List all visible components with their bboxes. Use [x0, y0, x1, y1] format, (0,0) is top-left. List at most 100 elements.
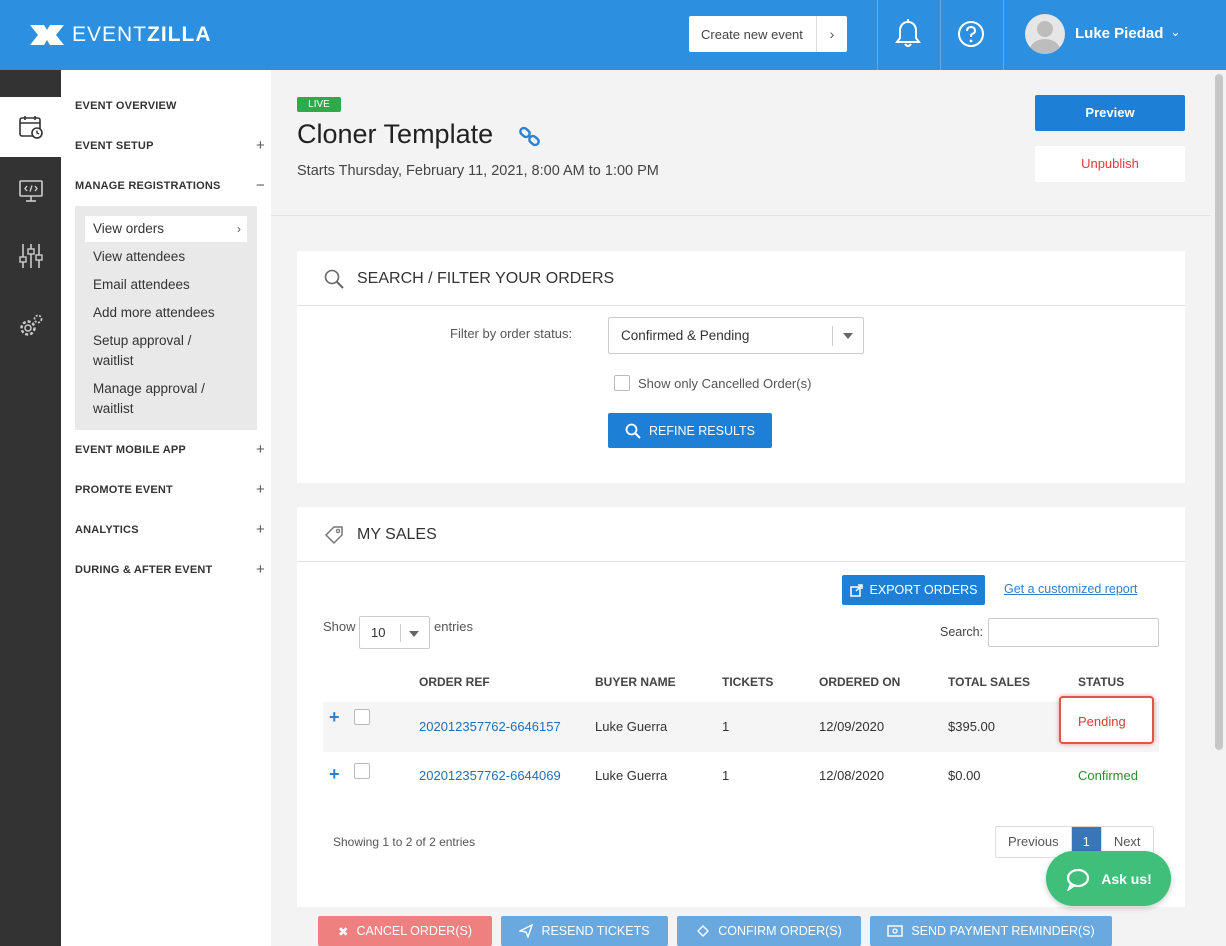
column-header-status[interactable]: STATUS: [1078, 675, 1125, 689]
calendar-icon: [18, 116, 43, 139]
preview-button[interactable]: Preview: [1035, 95, 1185, 131]
rail-item-events[interactable]: [0, 97, 61, 157]
plus-icon: +: [256, 521, 265, 538]
event-date: Starts Thursday, February 11, 2021, 8:00…: [297, 163, 659, 179]
caret-down-icon: [843, 333, 853, 339]
manage-registrations-submenu: View orders › View attendees Email attend…: [75, 206, 257, 430]
column-header-tickets[interactable]: TICKETS: [722, 675, 774, 689]
page-scrollbar[interactable]: [1212, 70, 1226, 946]
nav-during-after-event[interactable]: DURING & AFTER EVENT +: [75, 561, 265, 578]
cancel-orders-button[interactable]: ✖ CANCEL ORDER(S): [318, 916, 492, 946]
cancelled-orders-label: Show only Cancelled Order(s): [638, 376, 812, 391]
ordered-on: 12/09/2020: [819, 719, 885, 734]
divider: [877, 0, 878, 70]
confirm-orders-button[interactable]: CONFIRM ORDER(S): [677, 916, 861, 946]
expand-icon[interactable]: +: [329, 707, 340, 727]
nav-event-overview[interactable]: EVENT OVERVIEW: [75, 100, 177, 112]
sidebar-item-setup-approval[interactable]: Setup approval / waitlist: [93, 333, 192, 368]
entries-select[interactable]: 10: [359, 616, 430, 649]
search-icon: [324, 269, 344, 289]
plus-icon: +: [256, 137, 265, 154]
money-icon: [887, 925, 904, 937]
scrollbar-thumb[interactable]: [1215, 74, 1223, 750]
filter-status-label: Filter by order status:: [450, 326, 573, 341]
ask-us-chat-button[interactable]: Ask us!: [1046, 851, 1171, 906]
order-ref-link[interactable]: 202012357762-6646157: [419, 719, 561, 734]
unpublish-button[interactable]: Unpublish: [1035, 146, 1185, 182]
create-new-event-label: Create new event: [701, 26, 803, 42]
sidebar-item-manage-approval[interactable]: Manage approval / waitlist: [93, 381, 205, 416]
total-sales: $395.00: [948, 719, 995, 734]
customized-report-link[interactable]: Get a customized report: [1004, 582, 1138, 596]
tickets-count: 1: [722, 768, 730, 783]
column-header-buyer-name[interactable]: BUYER NAME: [595, 675, 676, 689]
search-label: Search:: [940, 625, 984, 639]
cancelled-orders-checkbox[interactable]: [614, 375, 630, 391]
entries-info: Showing 1 to 2 of 2 entries: [333, 835, 476, 849]
page-title: Cloner Template: [297, 119, 494, 149]
order-status-select[interactable]: Confirmed & Pending: [608, 317, 864, 354]
refine-results-button[interactable]: REFINE RESULTS: [608, 413, 772, 448]
nav-event-mobile-app[interactable]: EVENT MOBILE APP +: [75, 441, 265, 458]
chevron-right-icon: ›: [816, 16, 847, 52]
logo-mark-icon: [30, 25, 64, 45]
export-orders-button[interactable]: EXPORT ORDERS: [842, 575, 985, 605]
eventzilla-logo[interactable]: EVENTZILLA: [30, 22, 212, 48]
help-icon[interactable]: [957, 20, 985, 48]
ticket-icon: [697, 925, 710, 937]
table-row: + 202012357762-6644069 Luke Guerra 1 12/…: [323, 752, 1159, 802]
sales-panel-title: MY SALES: [357, 526, 437, 543]
divider: [1003, 0, 1004, 70]
tag-icon: [324, 526, 343, 545]
buyer-name: Luke Guerra: [595, 768, 668, 783]
side-nav: EVENT OVERVIEW EVENT SETUP + MANAGE REGIS…: [61, 70, 271, 946]
order-ref-link[interactable]: 202012357762-6644069: [419, 768, 561, 783]
status-badge-pending: Pending: [1059, 696, 1154, 744]
table-row: + 202012357762-6646157 Luke Guerra 1 12/…: [323, 702, 1159, 752]
rail-item-website[interactable]: [0, 161, 61, 221]
user-name[interactable]: Luke Piedad: [1075, 25, 1164, 42]
nav-manage-registrations[interactable]: MANAGE REGISTRATIONS −: [75, 177, 265, 194]
search-input[interactable]: [988, 618, 1159, 647]
row-checkbox[interactable]: [354, 763, 370, 779]
send-payment-reminders-button[interactable]: SEND PAYMENT REMINDER(S): [870, 916, 1112, 946]
nav-analytics[interactable]: ANALYTICS +: [75, 521, 265, 538]
filter-panel: SEARCH / FILTER YOUR ORDERS Filter by or…: [297, 251, 1185, 483]
export-icon: [849, 584, 863, 597]
next-page-button[interactable]: Next: [1113, 834, 1141, 849]
ordered-on: 12/08/2020: [819, 768, 885, 783]
resend-tickets-button[interactable]: RESEND TICKETS: [501, 916, 668, 946]
filter-panel-title: SEARCH / FILTER YOUR ORDERS: [357, 270, 615, 287]
previous-page-button[interactable]: Previous: [996, 827, 1072, 857]
rail-item-controls[interactable]: [0, 226, 61, 286]
icon-rail: [0, 70, 61, 946]
total-sales: $0.00: [948, 768, 981, 783]
status-badge: Confirmed: [1078, 768, 1138, 783]
nav-promote-event[interactable]: PROMOTE EVENT +: [75, 481, 265, 498]
rail-item-settings[interactable]: [0, 296, 61, 356]
paper-plane-icon: [519, 924, 534, 938]
close-icon: ✖: [337, 924, 349, 939]
create-new-event-button[interactable]: Create new event ›: [689, 16, 847, 52]
live-badge: LIVE: [297, 97, 341, 112]
expand-icon[interactable]: +: [329, 764, 340, 784]
column-header-order-ref[interactable]: ORDER REF: [419, 675, 490, 689]
caret-down-icon: [409, 631, 419, 637]
column-header-ordered-on[interactable]: ORDERED ON: [819, 675, 901, 689]
sidebar-item-view-attendees[interactable]: View attendees: [93, 249, 186, 264]
entries-label: entries: [434, 619, 474, 634]
avatar[interactable]: [1025, 14, 1065, 54]
chevron-down-icon[interactable]: ⌄: [1170, 24, 1181, 39]
column-header-total-sales[interactable]: TOTAL SALES: [948, 675, 1031, 689]
bell-icon[interactable]: [893, 18, 923, 50]
sidebar-item-email-attendees[interactable]: Email attendees: [93, 277, 190, 292]
top-bar: EVENTZILLA Create new event › Luke Pieda…: [0, 0, 1226, 70]
divider: [940, 0, 941, 70]
link-icon[interactable]: [518, 126, 542, 148]
plus-icon: +: [256, 441, 265, 458]
plus-icon: +: [256, 481, 265, 498]
row-checkbox[interactable]: [354, 709, 370, 725]
sidebar-item-view-orders[interactable]: View orders ›: [85, 216, 247, 242]
nav-event-setup[interactable]: EVENT SETUP +: [75, 137, 265, 154]
sidebar-item-add-attendees[interactable]: Add more attendees: [93, 305, 215, 320]
